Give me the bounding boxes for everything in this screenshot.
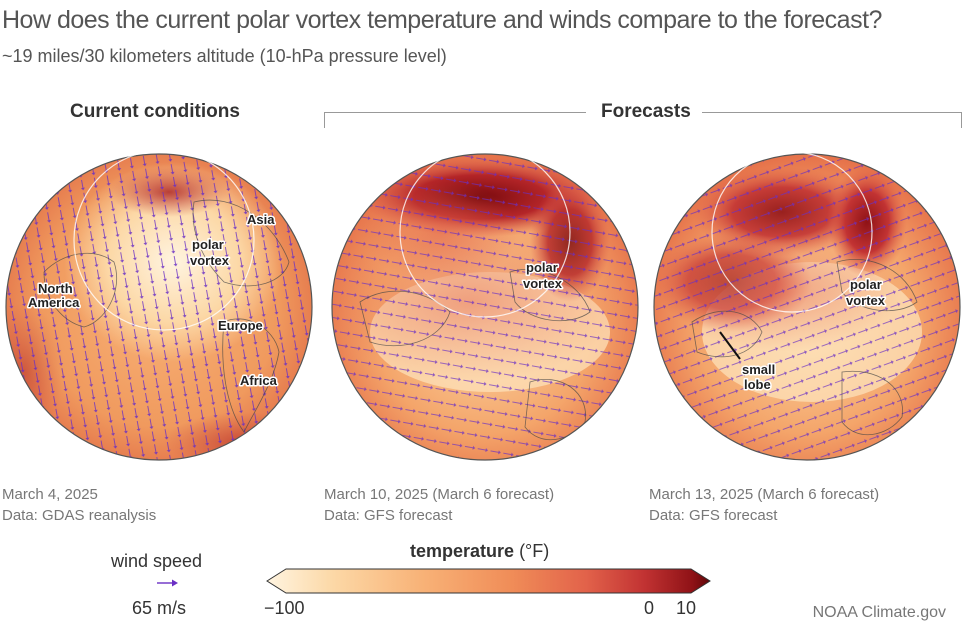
date-current: March 4, 2025 <box>2 486 98 503</box>
label-asia: Asia <box>247 212 275 227</box>
label-north: North <box>38 281 73 296</box>
source-march-10: Data: GFS forecast <box>324 507 453 524</box>
temperature-legend-title: temperature (°F) <box>410 541 549 562</box>
label-polar: polar <box>192 237 224 252</box>
wind-speed-value: 65 m/s <box>132 598 187 618</box>
panel-caption-current: March 4, 2025 Data: GDAS reanalysis <box>2 484 156 526</box>
label-polar: polar <box>850 277 882 292</box>
label-small: small <box>742 362 775 377</box>
panel-caption-march-13: March 13, 2025 (March 6 forecast) Data: … <box>649 484 879 526</box>
globe-forecast-march-13: polar vortex small lobe <box>653 152 961 461</box>
label-vortex: vortex <box>846 293 886 308</box>
temperature-units: (°F) <box>519 541 550 561</box>
label-vortex: vortex <box>190 253 230 268</box>
label-polar: polar <box>526 260 558 275</box>
date-march-13: March 13, 2025 (March 6 forecast) <box>649 486 880 503</box>
globe-current: Asia polar vortex North America Europe A… <box>5 152 313 461</box>
label-africa: Africa <box>240 373 278 388</box>
label-lobe: lobe <box>744 377 771 392</box>
wind-speed-label: wind speed <box>111 551 203 571</box>
colorbar-tick-max: 10 <box>676 598 697 618</box>
panel-caption-march-10: March 10, 2025 (March 6 forecast) Data: … <box>324 484 554 526</box>
page-subtitle: ~19 miles/30 kilometers altitude (10-hPa… <box>2 46 447 66</box>
label-europe: Europe <box>218 318 263 333</box>
source-march-13: Data: GFS forecast <box>649 507 778 524</box>
panel-heading-current: Current conditions <box>70 101 240 122</box>
date-march-10: March 10, 2025 (March 6 forecast) <box>324 486 555 503</box>
temperature-label: temperature <box>410 541 515 561</box>
colorbar-tick-min: −100 <box>264 598 305 618</box>
page-title: How does the current polar vortex temper… <box>2 6 882 34</box>
globe-forecast-march-10: polar vortex <box>331 152 639 461</box>
small-lobe-pointer <box>719 331 741 360</box>
credit: NOAA Climate.gov <box>812 604 946 621</box>
panel-heading-forecasts: Forecasts <box>601 101 691 122</box>
wind-arrow-icon <box>157 579 178 587</box>
label-vortex: vortex <box>523 276 563 291</box>
label-america: America <box>28 295 80 310</box>
temperature-colorbar <box>266 568 711 594</box>
colorbar-tick-zero: 0 <box>644 598 655 618</box>
source-current: Data: GDAS reanalysis <box>2 507 157 524</box>
